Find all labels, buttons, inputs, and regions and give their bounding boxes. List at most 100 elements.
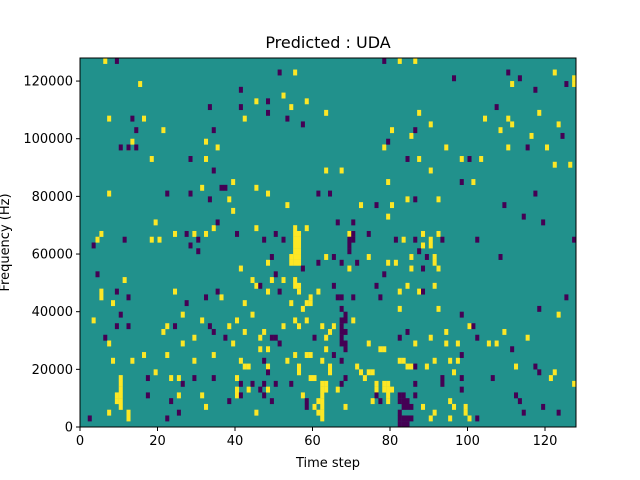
heatmap-cell-positive [455,340,460,347]
heatmap-cell-negative [452,75,457,82]
heatmap-cell-negative [331,282,336,289]
heatmap-cell-positive [428,242,433,249]
heatmap-cell-positive [428,334,433,341]
heatmap-cell-negative [347,236,352,243]
heatmap-cell-positive [467,415,472,422]
heatmap-cell-negative [196,248,201,255]
heatmap-cell-positive [572,75,577,82]
heatmap-cell-positive [192,230,197,237]
heatmap-cell-negative [413,196,418,203]
heatmap-cell-positive [246,386,251,393]
heatmap-cell-positive [300,305,305,312]
heatmap-cell-positive [432,282,437,289]
heatmap-cell-positive [320,403,325,410]
heatmap-cell-positive [153,369,158,376]
heatmap-cell-positive [114,392,119,399]
heatmap-cell-negative [95,271,100,278]
heatmap-cell-positive [409,132,414,139]
heatmap-cell-negative [374,282,379,289]
heatmap-cell-positive [142,115,147,122]
heatmap-cell-negative [405,156,410,162]
heatmap-cell-negative [556,409,561,416]
heatmap-cell-positive [235,392,240,399]
heatmap-cell-positive [417,109,422,116]
heatmap-cell-negative [413,236,418,243]
heatmap-cell-positive [149,236,154,243]
x-tick-label: 0 [76,434,84,449]
heatmap-cell-negative [304,403,309,410]
heatmap-cell-positive [316,398,321,405]
heatmap-cell-positive [297,236,302,243]
heatmap-cell-positive [293,254,298,260]
heatmap-cell-negative [382,58,387,64]
heatmap-cell-positive [397,357,402,364]
heatmap-cell-positive [343,403,348,410]
heatmap-cell-negative [510,346,515,353]
heatmap-cell-negative [273,334,278,341]
heatmap-cell-positive [107,340,112,347]
heatmap-cell-negative [490,375,495,382]
heatmap-cell-positive [238,265,243,272]
x-tick-label: 40 [227,434,244,449]
heatmap-cell-negative [258,386,263,393]
heatmap-cell-negative [401,421,406,428]
heatmap-cell-positive [266,363,271,370]
heatmap-cell-positive [324,109,329,116]
heatmap-cell-positive [324,380,329,387]
y-tick-label: 40000 [32,305,73,320]
heatmap-cell-positive [297,242,302,249]
heatmap-cell-negative [238,104,243,111]
heatmap-cell-negative [227,398,232,405]
heatmap-cell-negative [134,127,139,134]
heatmap-cell-positive [409,265,414,272]
heatmap-cell-positive [126,409,131,416]
heatmap-cell-negative [533,363,538,370]
heatmap-cell-negative [459,179,464,185]
heatmap-cell-positive [405,363,410,370]
heatmap-cell-positive [421,403,426,410]
heatmap-cell-negative [386,138,391,145]
heatmap-cell-positive [308,300,313,307]
heatmap-cell-negative [215,288,220,295]
heatmap-cell-negative [351,236,356,243]
heatmap-cell-positive [250,277,255,284]
heatmap-cell-positive [173,288,178,295]
heatmap-cell-positive [204,403,209,410]
heatmap-cell-positive [153,219,158,226]
heatmap-cell-positive [386,392,391,399]
heatmap-cell-positive [390,127,395,134]
heatmap-cell-negative [122,236,127,243]
heatmap-cell-negative [331,254,336,260]
heatmap-cell-positive [126,415,131,422]
heatmap-cell-negative [339,380,344,387]
heatmap-cell-negative [130,115,135,122]
heatmap-cell-negative [347,242,352,249]
heatmap-cell-positive [266,346,271,353]
heatmap-cell-negative [304,398,309,405]
heatmap-cell-positive [219,294,224,301]
heatmap-cell-positive [142,352,147,358]
heatmap-cell-negative [514,392,519,399]
heatmap-cell-positive [173,230,178,237]
heatmap-cell-positive [227,196,232,203]
heatmap-cell-positive [103,58,108,64]
heatmap-cell-negative [180,380,185,387]
heatmap-cell-positive [409,363,414,370]
heatmap-cell-positive [552,369,557,376]
heatmap-cell-positive [347,265,352,272]
heatmap-cell-positive [231,207,236,214]
heatmap-cell-positive [149,156,154,162]
heatmap-cell-positive [242,328,247,335]
heatmap-cell-negative [312,334,317,341]
heatmap-cell-positive [479,156,484,162]
heatmap-cell-negative [475,334,480,341]
heatmap-cell-positive [556,121,561,128]
heatmap-cell-negative [440,236,445,243]
heatmap-cell-positive [111,300,116,307]
heatmap-cell-negative [397,398,402,405]
heatmap-cell-negative [459,386,464,393]
heatmap-cell-positive [483,115,488,122]
heatmap-cell-positive [366,369,371,376]
heatmap-cell-positive [304,352,309,358]
heatmap-cell-positive [432,357,437,364]
